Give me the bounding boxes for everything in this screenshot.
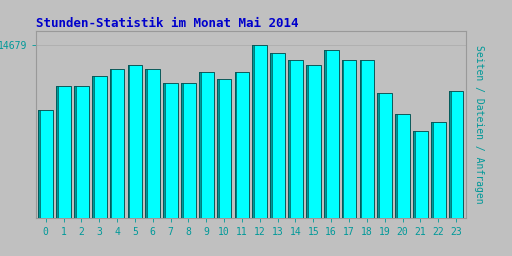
Bar [288,60,290,218]
Bar [288,60,303,218]
Bar [306,65,308,218]
Bar [431,122,433,218]
Bar [234,72,249,218]
Bar [324,50,338,218]
Bar [127,65,130,218]
Bar [324,50,326,218]
Y-axis label: Seiten / Dateien / Anfragen: Seiten / Dateien / Anfragen [474,45,484,204]
Bar [38,110,53,218]
Bar [181,83,196,218]
Bar [377,93,379,218]
Bar [270,53,285,218]
Bar [145,69,147,218]
Bar [431,122,445,218]
Bar [413,131,428,218]
Bar [110,69,124,218]
Bar [38,110,40,218]
Bar [413,131,415,218]
Bar [127,65,142,218]
Bar [377,93,392,218]
Bar [181,83,183,218]
Bar [92,76,106,218]
Bar [342,60,344,218]
Bar [359,60,374,218]
Bar [163,83,165,218]
Bar [342,60,356,218]
Bar [270,53,272,218]
Bar [199,72,201,218]
Bar [110,69,112,218]
Bar [217,79,231,218]
Bar [395,114,397,218]
Bar [56,86,71,218]
Bar [252,45,254,218]
Bar [449,91,463,218]
Bar [217,79,219,218]
Bar [306,65,321,218]
Bar [56,86,58,218]
Bar [449,91,451,218]
Bar [92,76,94,218]
Bar [74,86,89,218]
Bar [359,60,361,218]
Bar [74,86,76,218]
Bar [234,72,237,218]
Bar [395,114,410,218]
Text: Stunden-Statistik im Monat Mai 2014: Stunden-Statistik im Monat Mai 2014 [36,17,298,29]
Bar [199,72,214,218]
Bar [145,69,160,218]
Bar [252,45,267,218]
Bar [163,83,178,218]
